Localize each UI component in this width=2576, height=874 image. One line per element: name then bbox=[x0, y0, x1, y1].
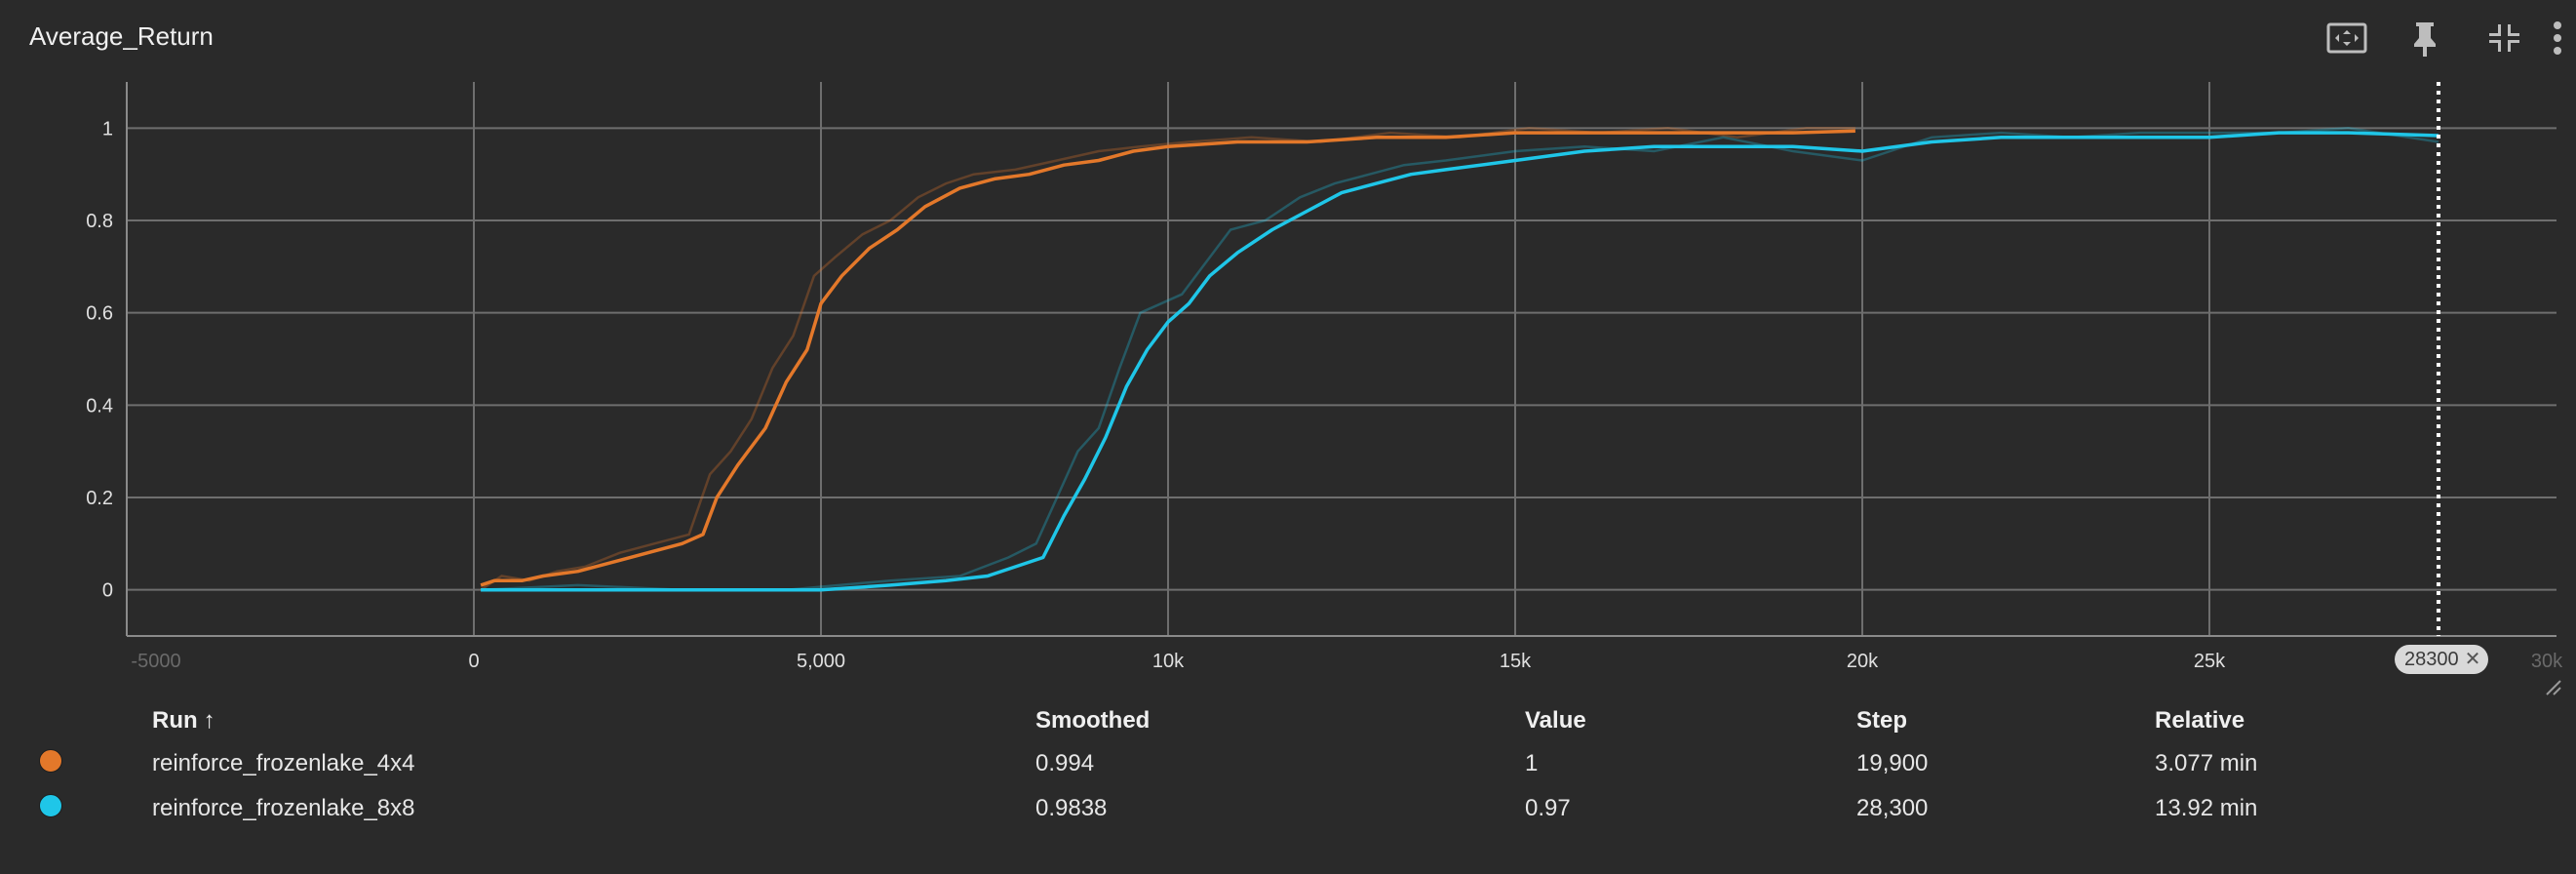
run-value: 1 bbox=[1525, 750, 1539, 776]
x-tick-label: 10k bbox=[1152, 651, 1185, 672]
header-run[interactable]: Run ↑ bbox=[152, 707, 215, 734]
axis-labels: 0 0.2 0.4 0.6 0.8 1 0 5,000 10k 15k 20k 25k -5000 30k bbox=[86, 118, 2563, 672]
x-tick-label: 5,000 bbox=[797, 651, 845, 672]
line-chart[interactable]: 0 0.2 0.4 0.6 0.8 1 0 5,000 10k 15k 20k 25k -5000 30k bbox=[0, 0, 2576, 702]
step-marker-chip[interactable]: 28300 ✕ bbox=[2395, 645, 2489, 674]
pin-icon bbox=[2414, 22, 2436, 57]
run-smoothed: 0.9838 bbox=[1035, 795, 1108, 821]
run-color-dot bbox=[39, 748, 62, 773]
run-step: 19,900 bbox=[1856, 750, 1929, 776]
header-step[interactable]: Step bbox=[1856, 707, 1908, 734]
raw-series-line bbox=[481, 127, 2439, 591]
step-marker-label: 28300 bbox=[2404, 649, 2459, 670]
fit-domain-button[interactable] bbox=[2322, 14, 2371, 62]
more-options-button[interactable] bbox=[2533, 14, 2576, 62]
header-value[interactable]: Value bbox=[1525, 707, 1586, 734]
chart-title: Average_Return bbox=[29, 21, 214, 51]
smoothed-series-line bbox=[481, 131, 2439, 592]
x-tick-label-faint: 30k bbox=[2531, 651, 2563, 672]
x-tick-label: 0 bbox=[468, 651, 479, 672]
raw-series-layer bbox=[480, 127, 2439, 591]
run-name: reinforce_frozenlake_8x8 bbox=[152, 795, 415, 821]
run-relative: 3.077 min bbox=[2155, 750, 2258, 776]
smoothed-series-line bbox=[480, 129, 1855, 587]
resize-handle-icon[interactable] bbox=[2541, 675, 2562, 696]
run-color-dot bbox=[39, 793, 62, 817]
header-relative[interactable]: Relative bbox=[2155, 707, 2245, 734]
x-tick-label: 15k bbox=[1500, 651, 1532, 672]
more-vert-icon bbox=[2554, 21, 2561, 55]
run-step: 28,300 bbox=[1856, 795, 1929, 821]
y-tick-label: 0.4 bbox=[86, 395, 113, 417]
x-tick-label: 20k bbox=[1847, 651, 1879, 672]
table-header-row: Run ↑ Smoothed Value Step Relative bbox=[18, 700, 2496, 741]
pin-button[interactable] bbox=[2400, 14, 2449, 62]
runs-table: Run ↑ Smoothed Value Step Relative reinfo… bbox=[18, 700, 2496, 831]
x-tick-label-faint: -5000 bbox=[131, 651, 180, 672]
run-relative: 13.92 min bbox=[2155, 795, 2258, 821]
header-smoothed[interactable]: Smoothed bbox=[1035, 707, 1151, 734]
table-row: reinforce_frozenlake_4x4 0.994 1 19,900 … bbox=[18, 741, 2496, 786]
table-row: reinforce_frozenlake_8x8 0.9838 0.97 28,… bbox=[18, 786, 2496, 831]
sort-arrow-icon[interactable]: ↑ bbox=[203, 707, 215, 734]
y-tick-label: 1 bbox=[102, 118, 113, 139]
y-tick-label: 0.2 bbox=[86, 488, 113, 509]
run-value: 0.97 bbox=[1525, 795, 1571, 821]
smoothed-series-layer bbox=[480, 129, 2439, 592]
y-tick-label: 0.6 bbox=[86, 303, 113, 325]
grid-lines bbox=[126, 82, 2556, 637]
close-icon[interactable]: ✕ bbox=[2464, 649, 2481, 670]
x-tick-label: 25k bbox=[2194, 651, 2226, 672]
fit-domain-icon bbox=[2326, 22, 2367, 54]
run-name: reinforce_frozenlake_4x4 bbox=[152, 750, 415, 776]
run-smoothed: 0.994 bbox=[1035, 750, 1095, 776]
y-tick-label: 0.8 bbox=[86, 211, 113, 232]
header-color bbox=[18, 700, 152, 741]
y-tick-label: 0 bbox=[102, 580, 113, 602]
